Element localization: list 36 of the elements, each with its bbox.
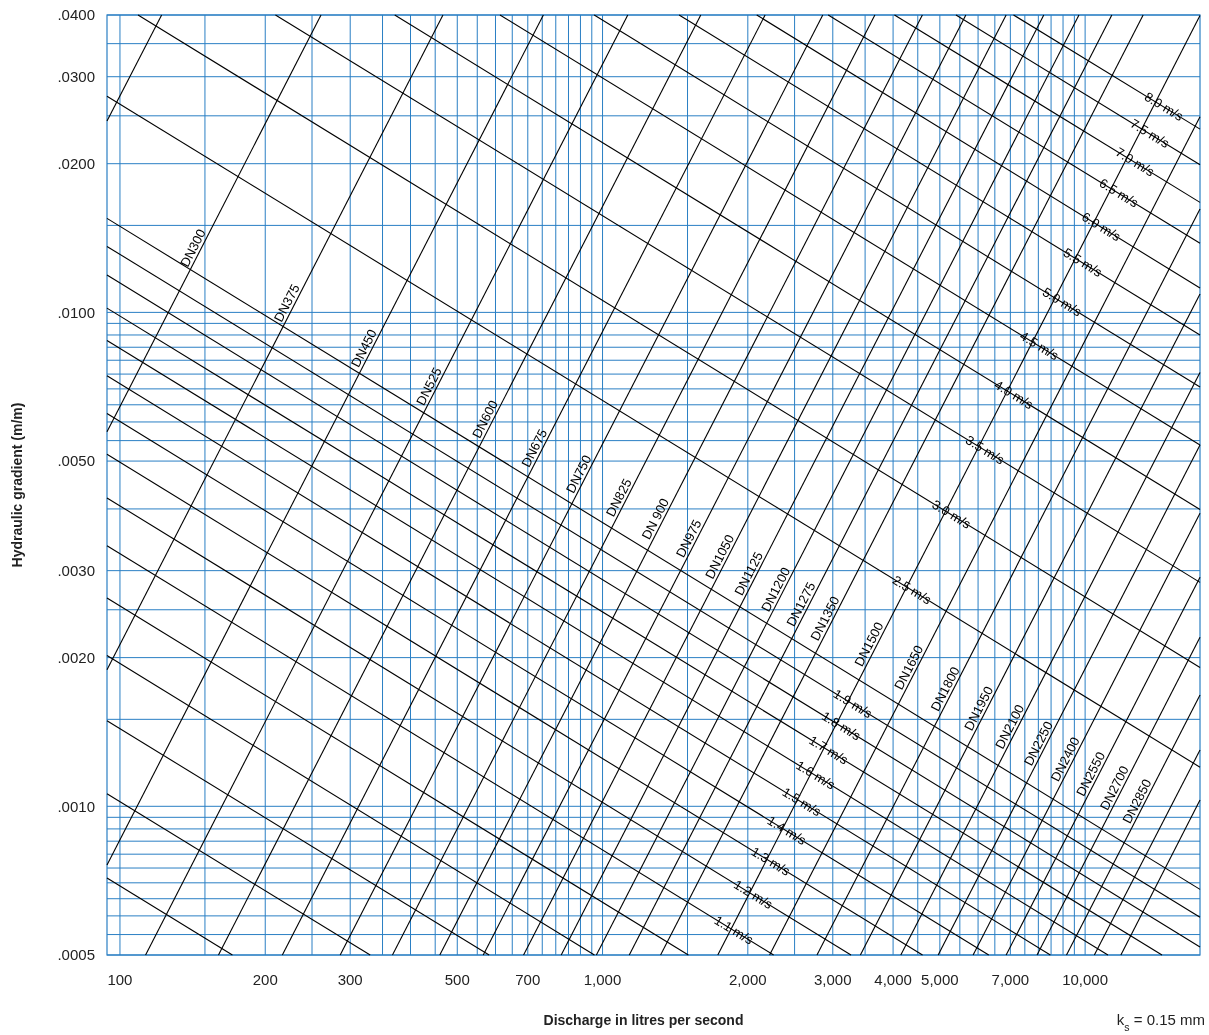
y-axis-title: Hydraulic gradient (m/m) <box>9 402 25 568</box>
y-tick-label: .0020 <box>57 648 95 666</box>
text: k$_{s}$ = 0.15 mm <box>1116 1011 1205 1033</box>
y-tick-label: .0400 <box>57 6 95 24</box>
text: 1.1 m/s <box>711 912 757 948</box>
y-tick-label: .0200 <box>57 154 95 172</box>
text: 4.0 m/s <box>991 377 1037 413</box>
y-tick-label: .0100 <box>57 303 95 321</box>
text: 6.0 m/s <box>1079 209 1124 245</box>
x-tick-label: 700 <box>515 971 541 988</box>
x-tick-label: 4,000 <box>874 971 912 988</box>
text: 3.5 m/s <box>962 432 1008 468</box>
y-tick-label: .0300 <box>57 67 95 85</box>
x-tick-label: 100 <box>107 971 133 988</box>
y-tick-label: .0050 <box>57 452 95 470</box>
x-tick-label: 1,000 <box>583 971 622 988</box>
text: 3.0 m/s <box>929 496 974 533</box>
y-tick-label: .0010 <box>57 797 95 815</box>
x-tick-label: 2,000 <box>729 971 767 988</box>
x-tick-label: 7,000 <box>991 971 1030 988</box>
x-tick-label: 200 <box>252 971 278 988</box>
text: 5.0 m/s <box>1040 284 1085 320</box>
text: 5.5 m/s <box>1060 244 1106 281</box>
text: 2.5 m/s <box>889 572 935 608</box>
x-tick-label: 300 <box>337 971 363 988</box>
x-tick-label: 3,000 <box>814 971 852 988</box>
x-tick-label: 10,000 <box>1062 971 1109 988</box>
text: 4.5 m/s <box>1017 328 1062 364</box>
text: 8.0 m/s <box>1141 88 1187 125</box>
text: 1.2 m/s <box>731 876 776 913</box>
x-axis-title: Discharge in litres per second <box>543 1012 744 1028</box>
y-tick-label: .0030 <box>57 561 95 579</box>
x-tick-label: 500 <box>444 971 470 988</box>
y-tick-label: .0005 <box>57 946 95 964</box>
text: DN 900 <box>638 495 672 542</box>
x-tick-label: 5,000 <box>921 971 959 988</box>
